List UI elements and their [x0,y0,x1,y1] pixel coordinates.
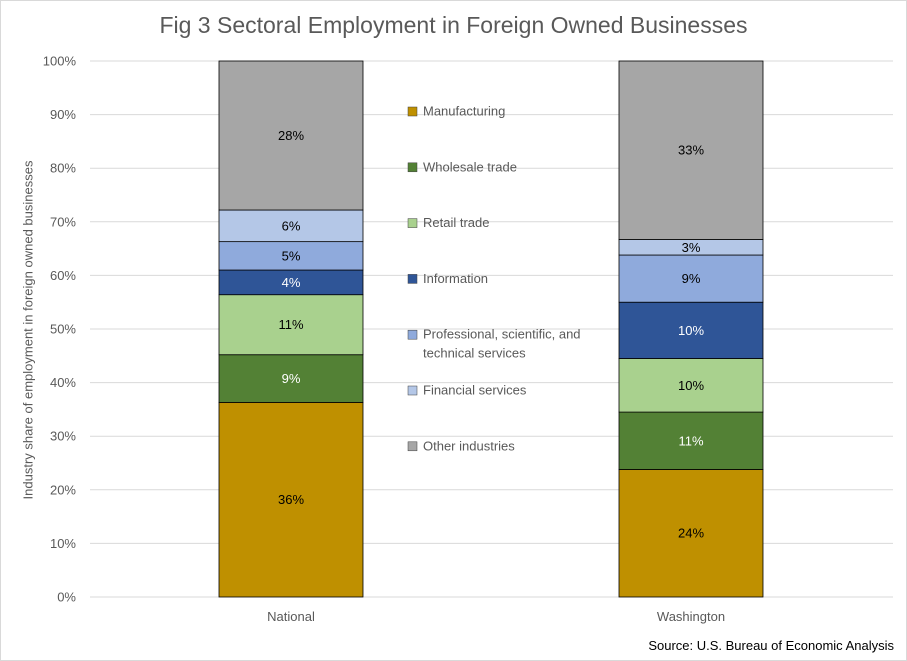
bar-segment-washington-other-industries [618,60,764,240]
data-label: 28% [278,128,304,143]
legend: Manufacturing Wholesale trade Retail trade… [407,104,581,453]
bars: 36% 9% 11% 4% 5% 6% 28% 24% 11% 10% 10% 9% 3% 33% [218,60,764,598]
y-tick-label: 100% [43,54,77,69]
data-label: 11% [278,317,303,332]
x-tick-label-national: National [267,609,315,624]
y-tick-labels: 0% 10% 20% 30% 40% 50% 60% 70% 80% 90% 100% [43,54,77,605]
legend-label-retail-trade: Retail trade [423,215,489,230]
legend-label-professional-scientific-and-technical-services: Professional, scientific, and technical s… [423,327,581,361]
legend-label-manufacturing: Manufacturing [423,104,505,119]
bar-segment-national-wholesale-trade [218,354,364,403]
data-label: 4% [282,275,301,290]
x-tick-label-washington: Washington [657,609,725,624]
bar-segment-national-manufacturing [218,402,364,598]
chart-title: Fig 3 Sectoral Employment in Foreign Own… [159,12,748,38]
bar-segment-national-financial-services [218,209,364,243]
bar-segment-national-retail-trade [218,294,364,356]
data-label: 10% [678,378,704,393]
data-label: 6% [282,218,301,233]
legend-label-other-industries: Other industries [423,438,515,453]
legend-swatch-retail-trade [407,218,418,228]
y-tick-label: 50% [50,322,76,337]
y-tick-label: 10% [50,536,76,551]
bar-segment-washington-information [618,301,764,359]
data-label: 11% [678,433,703,448]
x-tick-labels: National Washington [267,609,725,624]
y-tick-label: 80% [50,161,76,176]
y-tick-label: 70% [50,214,76,229]
source-note: Source: U.S. Bureau of Economic Analysis [648,638,894,653]
data-label: 10% [678,323,704,338]
legend-swatch-professional-scientific-and-technical-services [407,329,418,340]
bar-segment-washington-manufacturing [618,469,764,598]
data-label: 3% [682,240,701,255]
y-tick-label: 0% [57,590,76,605]
legend-swatch-information [407,274,418,284]
data-label: 24% [678,526,704,541]
bar-segment-washington-professional-scientific-and-technical-services [618,254,764,303]
bar-segment-washington-retail-trade [618,358,764,413]
data-label: 9% [682,271,701,286]
y-tick-label: 30% [50,429,76,444]
legend-label-financial-services: Financial services [423,383,527,398]
legend-label-information: Information [423,271,488,286]
legend-swatch-financial-services [407,385,418,396]
data-label: 36% [278,492,304,507]
legend-swatch-wholesale-trade [407,162,418,173]
y-tick-label: 60% [50,268,76,283]
legend-swatch-other-industries [407,441,418,452]
y-tick-label: 40% [50,375,76,390]
data-label: 5% [282,248,301,263]
data-label: 33% [678,143,704,158]
legend-swatch-manufacturing [407,106,418,117]
data-label: 9% [282,371,301,386]
y-tick-label: 20% [50,482,76,497]
bar-segment-washington-wholesale-trade [618,411,764,470]
y-tick-label: 90% [50,107,76,122]
legend-label-wholesale-trade: Wholesale trade [423,159,517,174]
bar-segment-national-other-industries [218,60,364,211]
